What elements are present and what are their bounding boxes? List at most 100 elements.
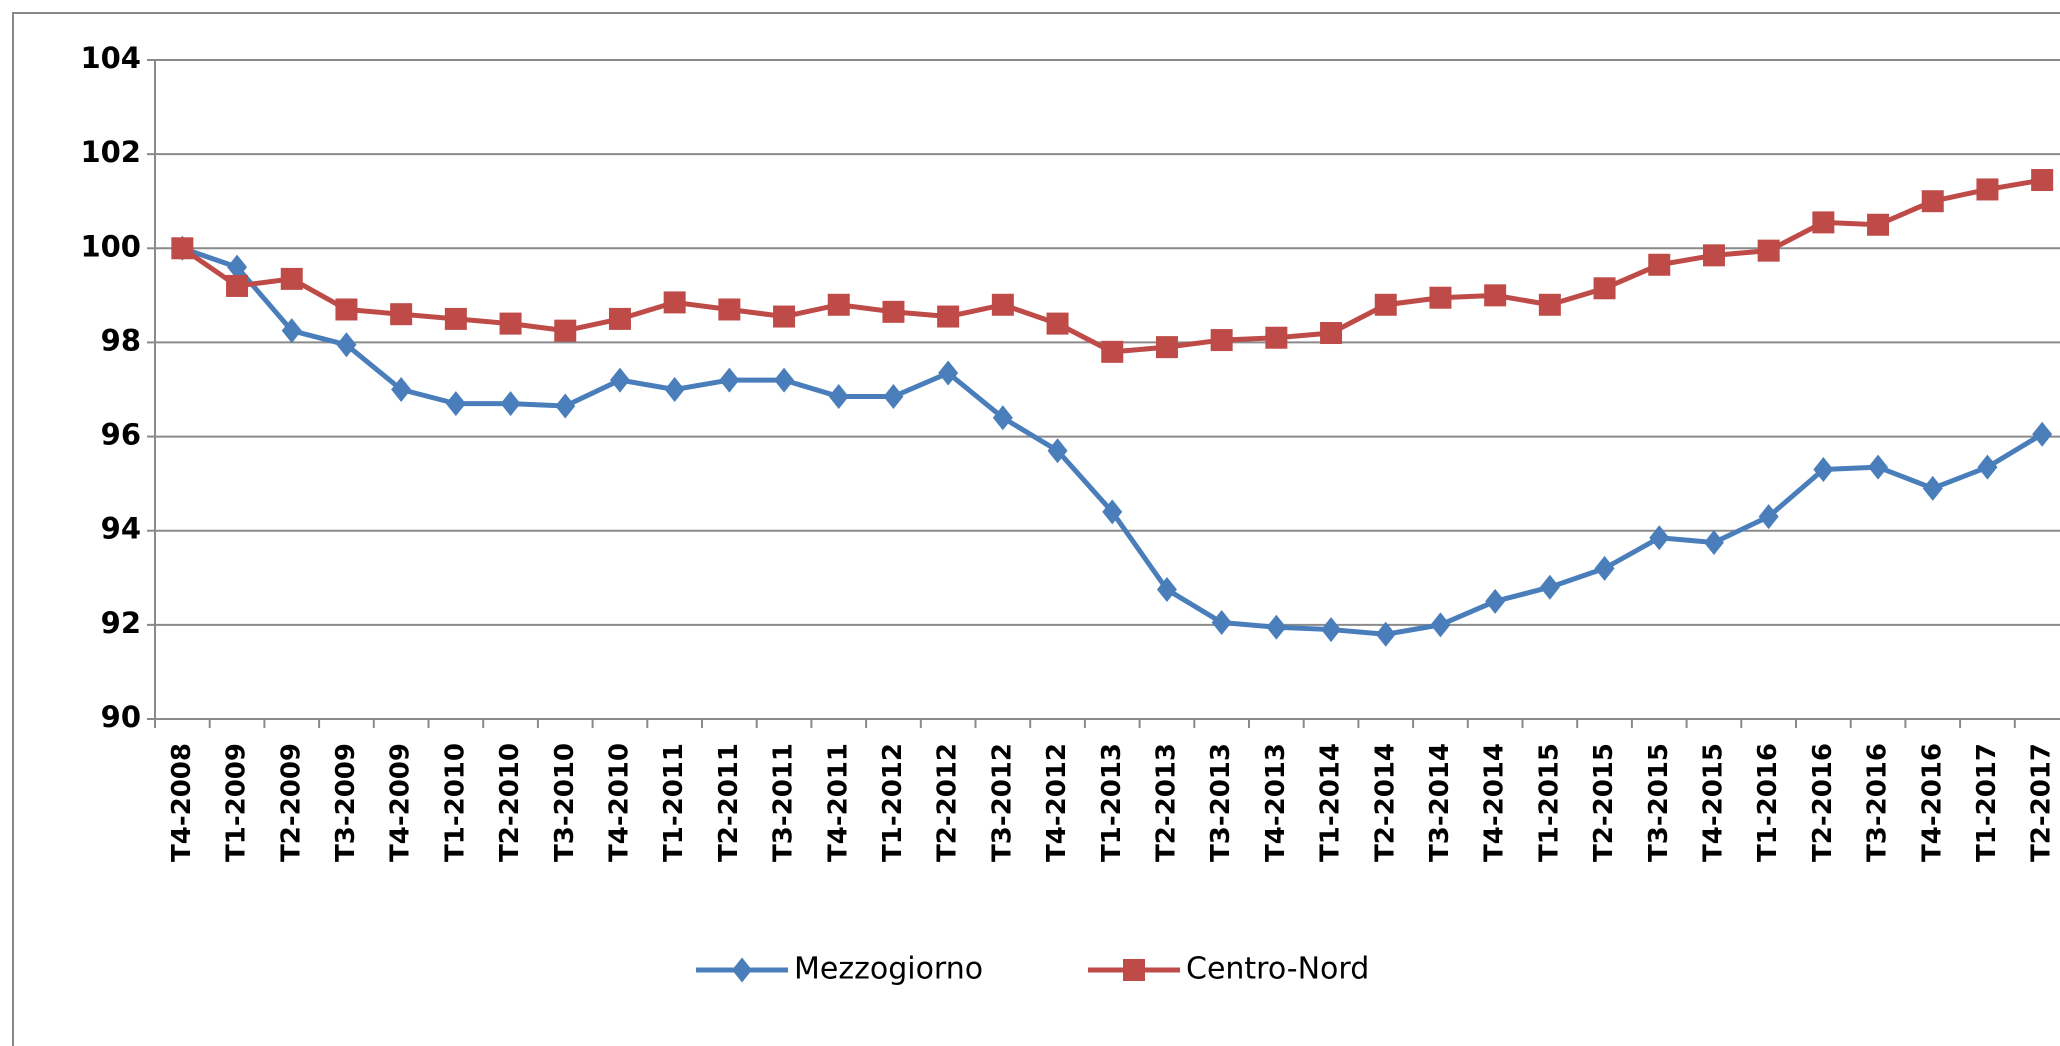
x-tick-label: T3-2011 xyxy=(769,743,799,862)
marker xyxy=(1485,588,1506,614)
x-tick-label: T1-2013 xyxy=(1097,743,1127,862)
marker xyxy=(992,405,1013,431)
marker xyxy=(991,293,1014,316)
marker xyxy=(2031,169,2054,192)
marker xyxy=(1046,312,1069,335)
marker xyxy=(1868,454,1889,480)
x-tick-label: T2-2014 xyxy=(1370,743,1400,862)
series-line xyxy=(181,245,2044,637)
marker xyxy=(774,367,795,393)
x-tick-label: T4-2013 xyxy=(1261,743,1291,862)
marker xyxy=(1594,555,1615,581)
marker xyxy=(1921,190,1944,213)
marker xyxy=(1757,239,1780,262)
marker xyxy=(1430,612,1451,638)
x-tick-label: T2-2015 xyxy=(1589,743,1619,862)
marker xyxy=(1813,457,1834,483)
y-tick-label: 98 xyxy=(101,323,141,357)
marker xyxy=(773,305,796,328)
marker xyxy=(1977,454,1998,480)
marker xyxy=(335,298,358,321)
marker xyxy=(732,957,752,983)
y-tick-label: 94 xyxy=(101,512,141,546)
marker xyxy=(882,300,905,323)
x-tick-label: T1-2012 xyxy=(878,743,908,862)
x-tick-label: T4-2014 xyxy=(1480,743,1510,862)
marker xyxy=(1429,286,1452,309)
x-tick-label: T2-2013 xyxy=(1151,743,1181,862)
marker xyxy=(1867,213,1890,236)
marker xyxy=(1922,475,1943,501)
marker xyxy=(500,391,521,417)
marker xyxy=(1758,504,1779,530)
marker xyxy=(1374,293,1397,316)
marker xyxy=(1593,277,1616,300)
marker xyxy=(663,291,686,314)
marker xyxy=(1102,499,1123,525)
x-tick-label: T4-2008 xyxy=(167,743,197,862)
marker xyxy=(1703,529,1724,555)
marker xyxy=(445,391,466,417)
x-tick-label: T1-2017 xyxy=(1972,743,2002,862)
legend-label: Mezzogiorno xyxy=(794,952,983,987)
marker xyxy=(1976,178,1999,201)
marker xyxy=(1266,614,1287,640)
marker xyxy=(171,237,194,260)
y-tick-label: 100 xyxy=(80,229,141,263)
marker xyxy=(1156,577,1177,603)
marker xyxy=(1320,322,1343,345)
marker xyxy=(1648,253,1671,276)
marker xyxy=(226,274,249,297)
marker xyxy=(937,305,960,328)
marker xyxy=(1123,959,1145,981)
marker xyxy=(1702,244,1725,267)
marker xyxy=(883,384,904,410)
marker xyxy=(718,298,741,321)
x-tick-label: T2-2017 xyxy=(2027,743,2057,862)
marker xyxy=(555,393,576,419)
x-tick-label: T2-2010 xyxy=(495,743,525,862)
x-tick-label: T4-2012 xyxy=(1042,743,1072,862)
x-tick-label: T2-2011 xyxy=(714,743,744,862)
x-tick-label: T3-2014 xyxy=(1425,743,1455,862)
marker xyxy=(608,307,631,330)
marker xyxy=(664,377,685,402)
marker xyxy=(2032,421,2053,447)
y-tick-label: 96 xyxy=(101,418,141,452)
marker xyxy=(1538,293,1561,316)
x-tick-label: T3-2013 xyxy=(1206,743,1236,862)
x-tick-label: T4-2016 xyxy=(1917,743,1947,862)
marker xyxy=(1539,574,1560,600)
x-tick-label: T1-2015 xyxy=(1534,743,1564,862)
marker xyxy=(1375,621,1396,647)
marker xyxy=(1649,525,1670,551)
y-tick-label: 102 xyxy=(80,135,141,169)
chart-frame xyxy=(12,12,2060,1046)
marker xyxy=(828,384,849,410)
marker xyxy=(281,318,302,344)
x-tick-label: T4-2009 xyxy=(386,743,416,862)
x-tick-label: T1-2009 xyxy=(222,743,252,862)
marker xyxy=(280,267,303,290)
marker xyxy=(1211,610,1232,636)
marker xyxy=(227,254,248,280)
x-tick-label: T1-2010 xyxy=(440,743,470,862)
marker xyxy=(1101,340,1124,363)
x-tick-label: T1-2016 xyxy=(1753,743,1783,862)
legend-label: Centro-Nord xyxy=(1186,952,1369,987)
marker xyxy=(1210,329,1233,352)
marker xyxy=(938,360,959,386)
y-tick-label: 90 xyxy=(101,700,141,734)
x-tick-label: T3-2016 xyxy=(1863,743,1893,862)
y-tick-label: 104 xyxy=(80,41,141,75)
marker xyxy=(1484,284,1507,307)
y-tick-label: 92 xyxy=(101,606,141,640)
marker xyxy=(1812,211,1835,234)
x-tick-label: T4-2015 xyxy=(1698,743,1728,862)
marker xyxy=(444,307,467,330)
x-tick-label: T1-2011 xyxy=(659,743,689,862)
x-tick-label: T3-2010 xyxy=(550,743,580,862)
marker xyxy=(391,377,412,402)
x-tick-label: T1-2014 xyxy=(1316,743,1346,862)
